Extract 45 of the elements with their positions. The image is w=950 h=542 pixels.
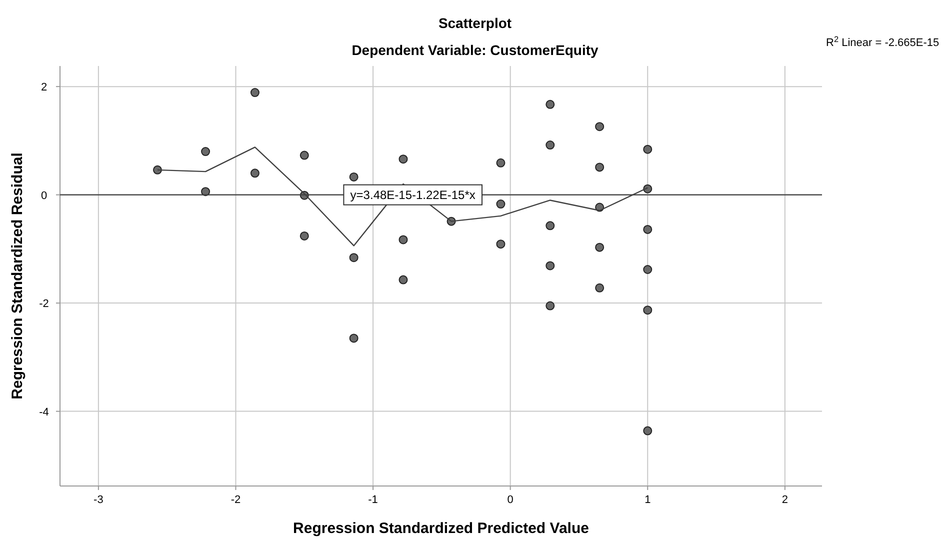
chart-subtitle: Dependent Variable: CustomerEquity xyxy=(352,42,599,58)
chart-title: Scatterplot xyxy=(438,15,512,31)
point xyxy=(643,144,652,154)
point xyxy=(349,172,358,182)
point xyxy=(595,242,604,252)
point xyxy=(201,147,210,156)
y-tick-label: 0 xyxy=(40,190,48,202)
x-tick-label: 2 xyxy=(782,494,788,506)
point xyxy=(300,150,309,160)
point xyxy=(250,168,260,178)
point xyxy=(300,231,309,240)
point xyxy=(496,158,506,168)
point xyxy=(152,165,162,174)
x-tick-label: -1 xyxy=(368,494,378,506)
point xyxy=(496,240,506,249)
point xyxy=(546,301,555,310)
point xyxy=(546,221,555,230)
point xyxy=(643,265,652,274)
point xyxy=(595,162,604,172)
point xyxy=(595,283,604,292)
point xyxy=(398,154,408,164)
point xyxy=(546,100,555,109)
point xyxy=(349,253,358,262)
point xyxy=(496,200,506,209)
x-tick-label: 0 xyxy=(507,494,514,506)
point xyxy=(643,224,652,234)
point xyxy=(546,140,555,150)
y-axis-title: Regression Standardized Residual xyxy=(9,152,26,400)
point xyxy=(398,275,408,284)
x-tick-label: 1 xyxy=(644,494,651,506)
point xyxy=(643,306,652,315)
point xyxy=(250,88,260,98)
x-tick-label: -2 xyxy=(230,494,241,506)
point xyxy=(546,261,555,270)
x-tick-label: -3 xyxy=(94,494,104,506)
point xyxy=(595,122,604,132)
point xyxy=(349,334,358,343)
x-axis-title: Regression Standardized Predicted Value xyxy=(293,520,589,537)
y-tick-label: -2 xyxy=(39,298,49,310)
point xyxy=(398,235,408,244)
y-tick-label: 2 xyxy=(40,82,48,94)
point xyxy=(643,426,652,436)
y-tick-label: -4 xyxy=(39,406,49,418)
annotation: y=3.48E-15-1.22E-15*x xyxy=(350,188,476,202)
text: R$^{2}$ Linear = -2.665E-15 xyxy=(826,34,940,49)
